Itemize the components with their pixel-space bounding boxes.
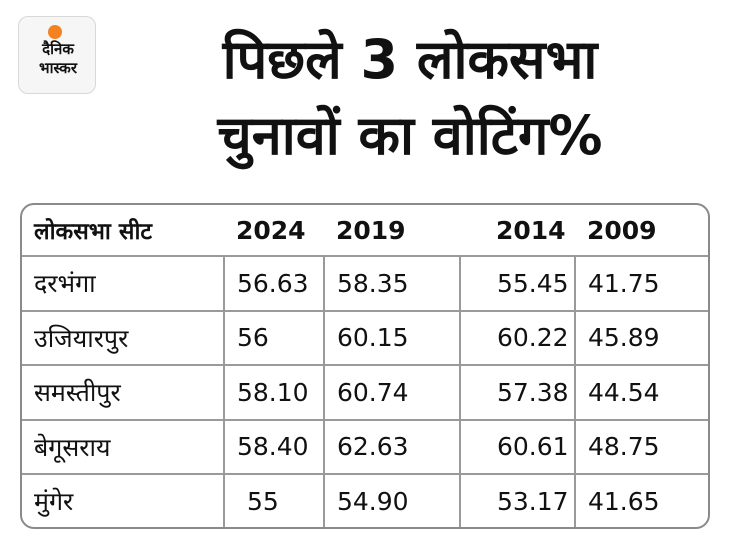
seat-name: उजियारपुर (22, 309, 224, 365)
table-row: बेगूसराय 58.40 62.63 60.61 48.75 (22, 418, 708, 474)
table-row: दरभंगा 56.63 58.35 55.45 41.75 (22, 255, 708, 311)
value-2024: 56.63 (223, 255, 324, 311)
voting-table-container: लोकसभा सीट 2024 2019 2014 2009 दरभंगा 56… (20, 203, 710, 529)
value-2014: 57.38 (459, 364, 575, 420)
seat-name: बेगूसराय (22, 418, 224, 474)
value-2019: 58.35 (323, 255, 460, 311)
table-row: मुंगेर 55 54.90 53.17 41.65 (22, 473, 708, 527)
title-line-1: पिछले 3 लोकसभा (222, 28, 598, 91)
value-2009: 41.65 (574, 473, 708, 527)
seat-name: समस्तीपुर (22, 364, 224, 420)
table-row: समस्तीपुर 58.10 60.74 57.38 44.54 (22, 364, 708, 420)
value-2009: 48.75 (574, 418, 708, 474)
value-2019: 60.74 (323, 364, 460, 420)
header-cell-2019: 2019 (336, 215, 406, 245)
value-2019: 54.90 (323, 473, 460, 527)
value-2009: 44.54 (574, 364, 708, 420)
value-2024: 55 (223, 473, 324, 527)
logo-text-line2: भास्कर (39, 59, 77, 77)
table-row: उजियारपुर 56 60.15 60.22 45.89 (22, 309, 708, 365)
voting-table: लोकसभा सीट 2024 2019 2014 2009 दरभंगा 56… (22, 205, 708, 527)
value-2014: 53.17 (459, 473, 575, 527)
page-title: पिछले 3 लोकसभा चुनावों का वोटिंग% (110, 22, 710, 174)
table-header-row: लोकसभा सीट 2024 2019 2014 2009 (22, 205, 708, 256)
value-2024: 58.10 (223, 364, 324, 420)
seat-name: मुंगेर (22, 473, 224, 527)
value-2014: 60.61 (459, 418, 575, 474)
header-cell-2024: 2024 (236, 215, 306, 245)
header-cell-seat: लोकसभा सीट (34, 219, 152, 245)
value-2009: 41.75 (574, 255, 708, 311)
seat-name: दरभंगा (22, 255, 224, 311)
value-2019: 60.15 (323, 309, 460, 365)
sun-icon (48, 25, 62, 39)
brand-logo: दैनिक भास्कर (18, 16, 96, 94)
value-2009: 45.89 (574, 309, 708, 365)
value-2019: 62.63 (323, 418, 460, 474)
value-2014: 55.45 (459, 255, 575, 311)
value-2024: 56 (223, 309, 324, 365)
logo-text-line1: दैनिक (42, 40, 74, 58)
value-2024: 58.40 (223, 418, 324, 474)
title-line-2: चुनावों का वोटिंग% (217, 104, 603, 167)
header-cell-2014: 2014 (496, 215, 566, 245)
value-2014: 60.22 (459, 309, 575, 365)
header-cell-2009: 2009 (587, 215, 657, 245)
